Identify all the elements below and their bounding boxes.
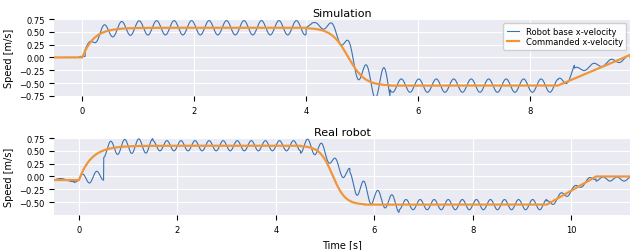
Robot base x-velocity (271, 28, 278, 30)
Title: Simulation: Simulation (312, 9, 372, 19)
Y-axis label: Speed [m/s]: Speed [m/s] (4, 147, 13, 206)
Robot base x-velocity (275, 20, 283, 23)
Robot base x-velocity (371, 97, 379, 100)
Legend: Robot base x-velocity, Commanded x-velocity: Robot base x-velocity, Commanded x-veloc… (503, 24, 626, 50)
Commanded x-velocity (481, 85, 488, 88)
Line: Robot base x-velocity: Robot base x-velocity (54, 22, 630, 99)
X-axis label: Time [s]: Time [s] (323, 239, 362, 249)
Commanded x-velocity (271, 27, 278, 30)
Robot base x-velocity (627, 55, 634, 58)
Robot base x-velocity (524, 85, 532, 88)
Commanded x-velocity (627, 57, 634, 60)
Y-axis label: Speed [m/s]: Speed [m/s] (4, 29, 13, 88)
Commanded x-velocity (426, 85, 433, 88)
Line: Commanded x-velocity: Commanded x-velocity (54, 29, 630, 86)
Robot base x-velocity (481, 84, 488, 87)
Commanded x-velocity (155, 27, 163, 30)
Commanded x-velocity (386, 85, 394, 88)
Commanded x-velocity (51, 57, 58, 60)
Commanded x-velocity (524, 85, 532, 88)
Commanded x-velocity (163, 27, 170, 30)
Robot base x-velocity (426, 90, 433, 93)
Robot base x-velocity (51, 57, 58, 60)
Title: Real robot: Real robot (314, 128, 371, 138)
Commanded x-velocity (396, 85, 404, 88)
Robot base x-velocity (396, 79, 404, 82)
Robot base x-velocity (155, 22, 163, 26)
